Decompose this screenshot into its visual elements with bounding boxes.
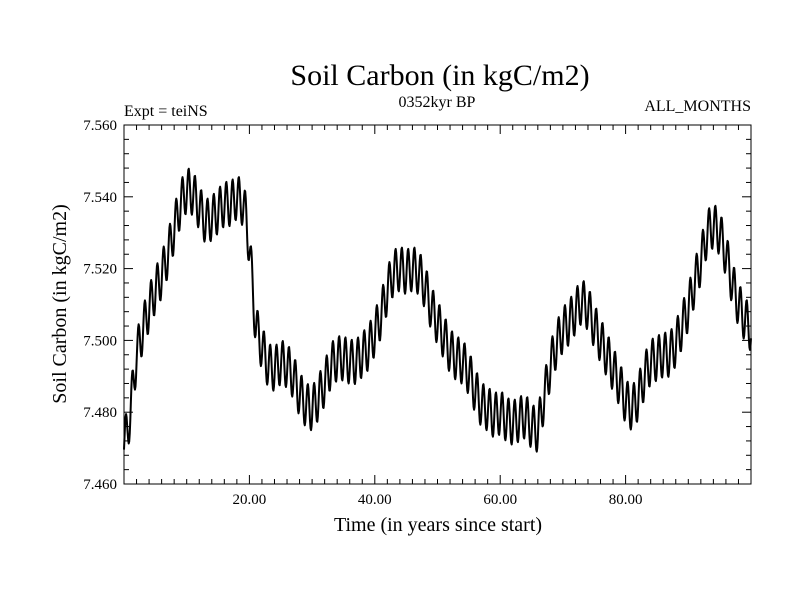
subtitle-period: 0352kyr BP [399,94,476,111]
y-axis-label: Soil Carbon (in kgC/m2) [49,204,71,403]
y-tick-label: 7.500 [83,333,117,349]
subtitle-experiment: Expt = teiNS [124,103,208,120]
x-tick-label: 20.00 [233,492,267,508]
y-tick-label: 7.480 [83,405,117,421]
plot-area: 20.00 40.00 60.00 80.00 7.460 7.480 7.500 7.520… [83,118,752,508]
plot-frame [123,124,752,485]
y-tick-label: 7.460 [83,477,117,493]
x-axis-label: Time (in years since start) [334,514,542,536]
x-tick-label: 60.00 [483,492,517,508]
x-tick-label: 80.00 [609,492,643,508]
y-tick-label: 7.520 [83,262,117,278]
y-tick-label: 7.540 [83,190,117,206]
subtitle-months: ALL_MONTHS [644,98,751,115]
series-line [123,167,752,453]
x-tick-label: 40.00 [358,492,392,508]
chart-title: Soil Carbon (in kgC/m2) [290,59,589,92]
y-tick-label: 7.560 [83,118,117,134]
